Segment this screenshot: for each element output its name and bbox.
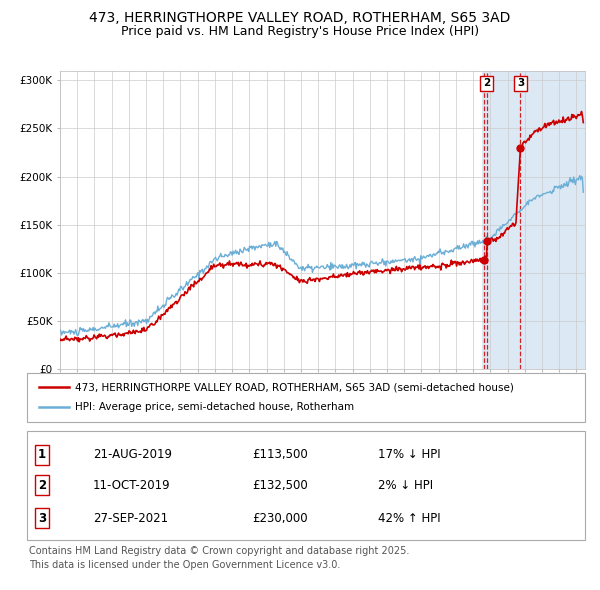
Text: Price paid vs. HM Land Registry's House Price Index (HPI): Price paid vs. HM Land Registry's House … (121, 25, 479, 38)
Text: 21-AUG-2019: 21-AUG-2019 (93, 448, 172, 461)
Text: £230,000: £230,000 (252, 512, 308, 525)
Text: HPI: Average price, semi-detached house, Rotherham: HPI: Average price, semi-detached house,… (75, 402, 354, 412)
Bar (482, 71, 585, 369)
Text: 27-SEP-2021: 27-SEP-2021 (93, 512, 168, 525)
Text: 2% ↓ HPI: 2% ↓ HPI (378, 478, 433, 492)
Text: £132,500: £132,500 (252, 478, 308, 492)
Text: Contains HM Land Registry data © Crown copyright and database right 2025.
This d: Contains HM Land Registry data © Crown c… (29, 546, 409, 570)
Text: 1: 1 (38, 448, 46, 461)
Text: 17% ↓ HPI: 17% ↓ HPI (378, 448, 440, 461)
Text: 42% ↑ HPI: 42% ↑ HPI (378, 512, 440, 525)
Text: 473, HERRINGTHORPE VALLEY ROAD, ROTHERHAM, S65 3AD: 473, HERRINGTHORPE VALLEY ROAD, ROTHERHA… (89, 11, 511, 25)
Text: 11-OCT-2019: 11-OCT-2019 (93, 478, 170, 492)
Text: 473, HERRINGTHORPE VALLEY ROAD, ROTHERHAM, S65 3AD (semi-detached house): 473, HERRINGTHORPE VALLEY ROAD, ROTHERHA… (75, 382, 514, 392)
Text: £113,500: £113,500 (252, 448, 308, 461)
Text: 3: 3 (38, 512, 46, 525)
Text: 2: 2 (38, 478, 46, 492)
Text: 3: 3 (517, 78, 524, 88)
Text: 2: 2 (483, 78, 490, 88)
